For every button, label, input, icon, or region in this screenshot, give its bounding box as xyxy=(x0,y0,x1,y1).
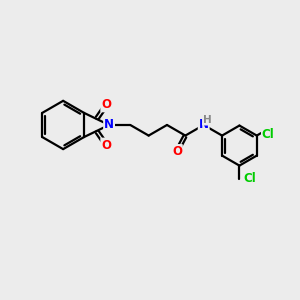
Text: O: O xyxy=(172,145,182,158)
Text: O: O xyxy=(101,98,111,111)
Text: Cl: Cl xyxy=(243,172,256,185)
Text: O: O xyxy=(101,139,111,152)
Text: N: N xyxy=(199,118,209,131)
Text: N: N xyxy=(104,118,114,131)
Text: Cl: Cl xyxy=(262,128,274,141)
Text: H: H xyxy=(203,115,212,125)
